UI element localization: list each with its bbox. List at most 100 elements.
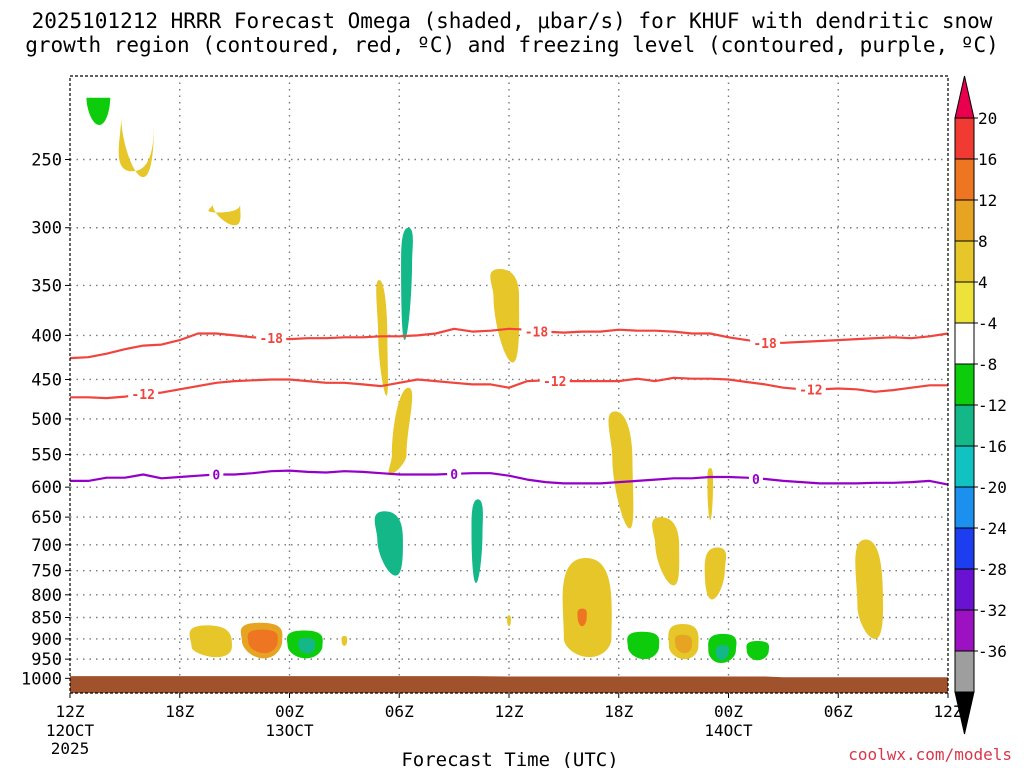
colorbar-bin-4 — [954, 240, 975, 283]
omega-cell-8 — [374, 511, 403, 576]
x-tick-label-18: 06Z — [385, 702, 414, 721]
contour-label-bg-freezing-level-0 — [209, 466, 224, 483]
contour-label-bg-dendritic-upper-2 — [750, 334, 781, 351]
omega-cell-25 — [674, 634, 692, 654]
contour-label-dendritic-upper-0: -18 — [259, 332, 283, 347]
contour-label-bg-dendritic-lower-2 — [795, 381, 826, 398]
y-tick-label-950: 950 — [31, 650, 62, 670]
omega-cell-16 — [577, 608, 587, 627]
x-tick-label-42: 06Z — [824, 702, 853, 721]
colorbar-label-11: -28 — [978, 560, 1007, 579]
colorbar-bin-12 — [954, 568, 975, 611]
colorbar-label-9: -20 — [978, 478, 1007, 497]
colorbar-label-2: 12 — [978, 191, 997, 210]
x-tick-label-6: 18Z — [165, 702, 194, 721]
colorbar-bin-2 — [954, 158, 975, 201]
x-tick-label-0: 12Z — [56, 702, 85, 721]
colorbar-bin-3 — [954, 199, 975, 242]
contour-label-bg-dendritic-upper-0 — [256, 330, 287, 347]
omega-cell-2 — [208, 204, 241, 226]
y-tick-label-700: 700 — [31, 536, 62, 556]
contour-label-dendritic-lower-0: -12 — [131, 388, 154, 403]
surface-terrain — [70, 676, 948, 693]
omega-cell-5 — [490, 269, 520, 363]
colorbar-label-3: 8 — [978, 232, 988, 251]
colorbar-label-12: -32 — [978, 601, 1007, 620]
omega-cell-7 — [608, 411, 634, 529]
omega-cell-0 — [85, 97, 111, 126]
colorbar-label-1: 16 — [978, 150, 997, 169]
colorbar: 20 16 12 8 4 -4 -8 -12 -16 -20 -24 -28 -32 -36 — [954, 75, 1007, 735]
surface-terrain-fill — [70, 676, 948, 693]
contour-dendritic-upper — [69, 327, 949, 360]
x-tick-label-36: 00Z — [714, 702, 743, 721]
chart-title-line2: growth region (contoured, red, ºC) and f… — [25, 33, 999, 57]
colorbar-bin-1 — [954, 117, 975, 160]
contour-label-bg-freezing-level-2 — [748, 470, 763, 487]
omega-cell-13 — [855, 539, 884, 639]
colorbar-bin-11 — [954, 527, 975, 570]
temperature-contours: -18 -18 -18 -12 -12 -12 0 0 0 — [69, 323, 949, 488]
contour-label-freezing-level-2: 0 — [752, 473, 760, 488]
x-tick-label-30: 18Z — [604, 702, 633, 721]
colorbar-bin-5 — [954, 281, 975, 324]
contour-label-bg-freezing-level-1 — [447, 465, 462, 482]
contour-label-dendritic-upper-2: -18 — [753, 337, 777, 352]
colorbar-bin-14 — [954, 650, 975, 693]
grid — [70, 76, 948, 693]
x-tick-label-12: 00Z — [275, 702, 304, 721]
y-tick-label-1000: 1000 — [21, 669, 62, 689]
x-tick-label-24: 12Z — [495, 702, 524, 721]
colorbar-bin-8 — [954, 404, 975, 447]
contour-label-dendritic-lower-1: -12 — [543, 375, 566, 390]
colorbar-label-4: 4 — [978, 273, 988, 292]
colorbar-bin-6 — [954, 322, 975, 365]
y-tick-label-650: 650 — [31, 508, 62, 528]
omega-cell-27 — [715, 645, 729, 660]
y-tick-label-600: 600 — [31, 478, 62, 498]
y-tick-label-300: 300 — [31, 219, 62, 239]
colorbar-label-8: -16 — [978, 437, 1007, 456]
omega-cell-28 — [746, 640, 770, 661]
y-tick-label-500: 500 — [31, 410, 62, 430]
colorbar-label-0: 20 — [978, 109, 997, 128]
site-credit[interactable]: coolwx.com/models — [848, 745, 1012, 764]
colorbar-label-13: -36 — [978, 642, 1007, 661]
omega-cell-6 — [388, 387, 413, 475]
colorbar-bin-10 — [954, 486, 975, 529]
omega-cell-23 — [627, 631, 660, 660]
contour-label-bg-dendritic-upper-1 — [521, 323, 552, 340]
colorbar-bin-7 — [954, 363, 975, 406]
colorbar-label-7: -12 — [978, 396, 1007, 415]
omega-cell-14 — [507, 615, 511, 627]
y-tick-label-400: 400 — [31, 326, 62, 346]
contour-label-bg-dendritic-lower-1 — [539, 373, 570, 390]
omega-cell-4 — [401, 227, 413, 341]
omega-shading — [85, 97, 884, 664]
plot-frame — [69, 75, 949, 694]
colorbar-label-10: -24 — [978, 519, 1007, 538]
y-tick-label-250: 250 — [31, 151, 62, 171]
colorbar-bin-13 — [954, 609, 975, 652]
omega-cell-11 — [707, 467, 714, 520]
omega-cell-3 — [376, 280, 388, 396]
y-tick-label-350: 350 — [31, 276, 62, 296]
axes: 2503003504004505005506006507007508008509… — [21, 75, 963, 758]
colorbar-bottom-arrow — [954, 691, 975, 735]
colorbar-label-5: -4 — [978, 314, 997, 333]
y-tick-label-550: 550 — [31, 446, 62, 466]
y-tick-label-450: 450 — [31, 370, 62, 390]
contour-label-freezing-level-0: 0 — [212, 468, 220, 483]
omega-cell-17 — [189, 625, 232, 658]
omega-cell-1 — [118, 116, 155, 178]
chart-title-line1: 2025101212 HRRR Forecast Omega (shaded, … — [31, 9, 993, 33]
y-tick-label-750: 750 — [31, 562, 62, 582]
contour-label-freezing-level-1: 0 — [450, 468, 458, 483]
x-axis-label: Forecast Time (UTC) — [401, 749, 618, 768]
omega-cell-10 — [652, 517, 680, 586]
omega-cell-12 — [704, 547, 727, 600]
colorbar-top-arrow — [954, 75, 975, 119]
colorbar-label-6: -8 — [978, 355, 997, 374]
x-tick-date-12: 13OCT — [265, 721, 314, 740]
